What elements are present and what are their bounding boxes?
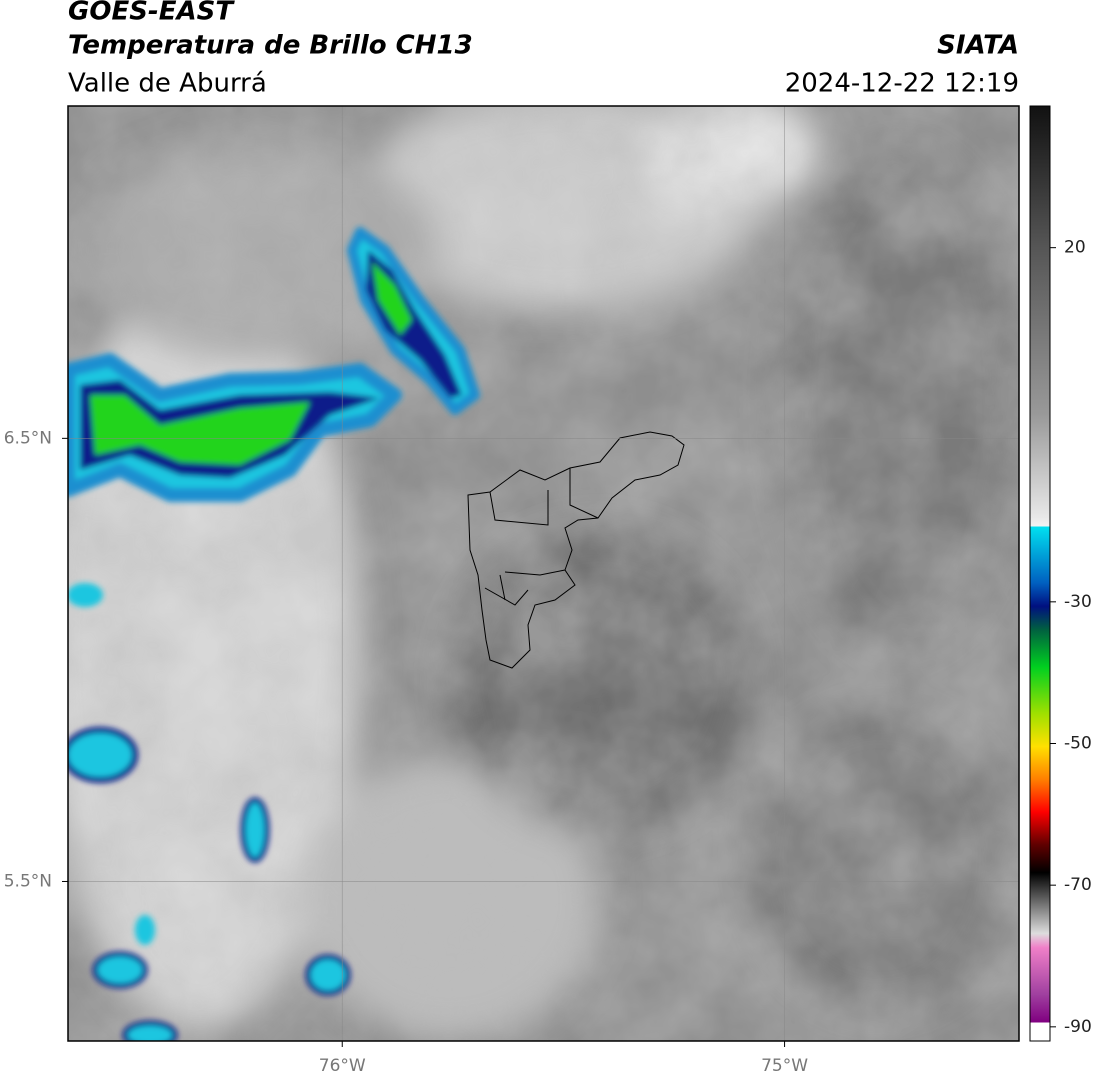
x-tick-label: 76°W	[319, 1056, 366, 1076]
datetime: 2024-12-22 12:19	[785, 69, 1019, 99]
valley-outline	[467, 431, 685, 669]
map-frame	[67, 105, 1020, 1042]
satellite-image	[68, 106, 1019, 1041]
y-tick-label: 5.5°N	[4, 871, 52, 891]
subtitle: Temperatura de Brillo CH13	[68, 31, 473, 61]
colorbar-tick-label: -90	[1064, 1017, 1092, 1037]
colorbar-tick-label: -50	[1064, 734, 1092, 754]
x-tick-label: 75°W	[761, 1056, 808, 1076]
source: SIATA	[937, 31, 1019, 61]
grid	[68, 106, 1019, 1041]
title: GOES-EAST	[68, 0, 235, 27]
colorbar-tick-label: -30	[1064, 592, 1092, 612]
y-tick-label: 6.5°N	[4, 428, 52, 448]
colorbar	[1029, 105, 1051, 1042]
region: Valle de Aburrá	[68, 69, 267, 99]
colorbar-tick-label: 20	[1064, 238, 1086, 258]
colorbar-tick-label: -70	[1064, 875, 1092, 895]
